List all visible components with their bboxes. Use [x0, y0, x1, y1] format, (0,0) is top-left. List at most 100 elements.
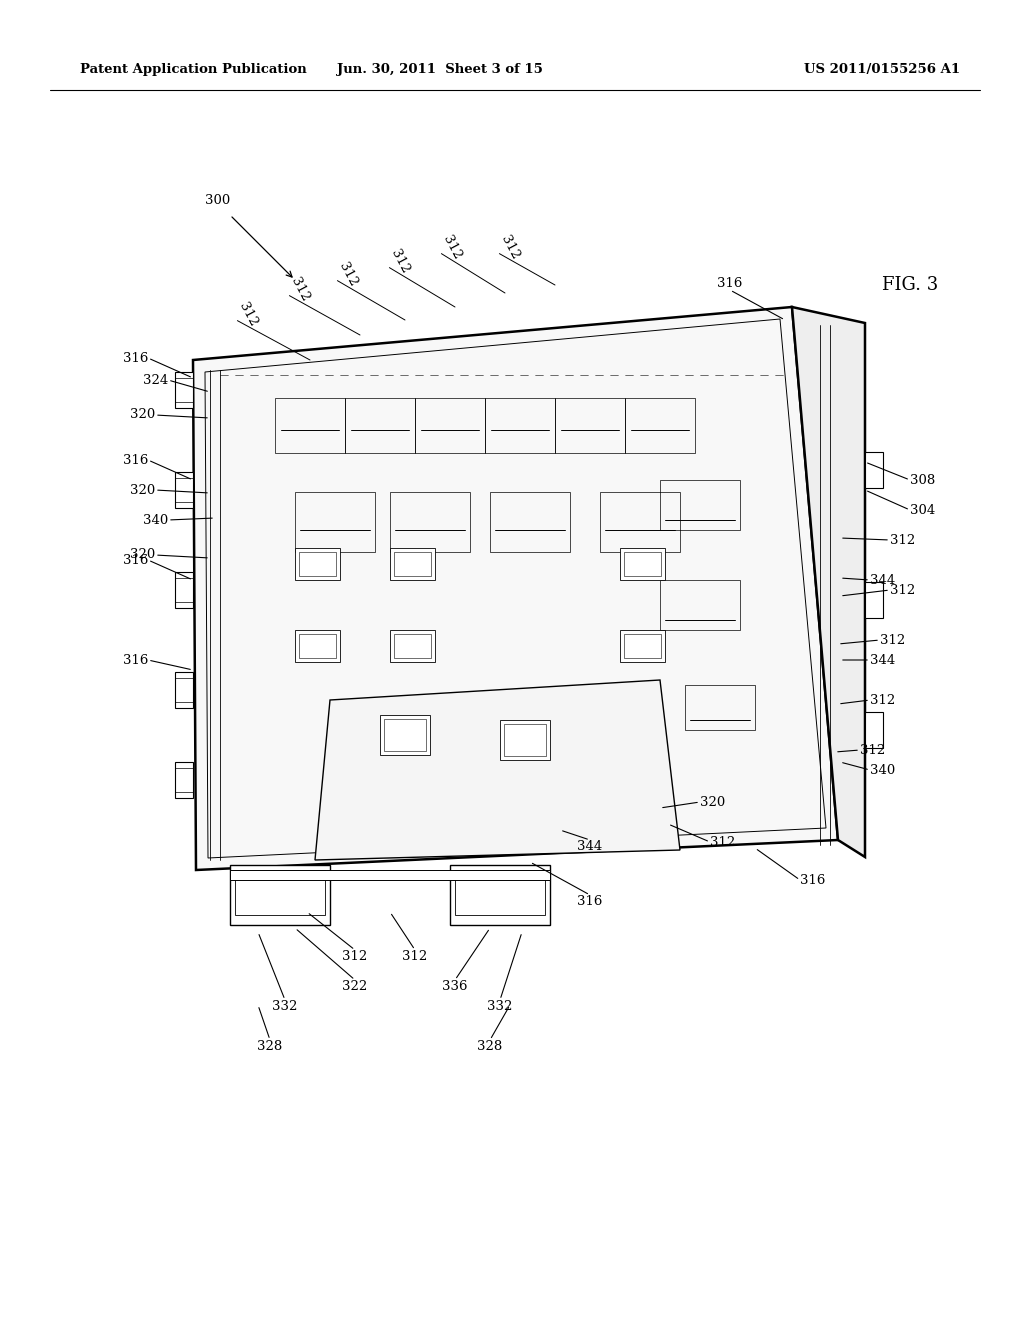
- Text: 320: 320: [130, 483, 155, 496]
- Text: 324: 324: [142, 374, 168, 387]
- Polygon shape: [175, 672, 193, 708]
- Polygon shape: [865, 711, 883, 748]
- Circle shape: [243, 558, 287, 602]
- Text: 344: 344: [578, 840, 603, 853]
- Text: 316: 316: [123, 351, 148, 364]
- Text: Jun. 30, 2011  Sheet 3 of 15: Jun. 30, 2011 Sheet 3 of 15: [337, 63, 543, 77]
- Text: 312: 312: [880, 634, 905, 647]
- Circle shape: [243, 469, 287, 512]
- Circle shape: [426, 477, 454, 504]
- Text: 312: 312: [237, 301, 260, 329]
- Bar: [390, 548, 435, 579]
- Bar: [295, 548, 340, 579]
- Bar: [380, 715, 430, 755]
- Text: 344: 344: [870, 653, 895, 667]
- Text: 312: 312: [890, 583, 915, 597]
- Text: 312: 312: [440, 234, 464, 263]
- Bar: [620, 630, 665, 663]
- Bar: [625, 399, 695, 453]
- Polygon shape: [175, 572, 193, 609]
- Bar: [490, 492, 570, 552]
- Circle shape: [240, 640, 290, 690]
- Circle shape: [564, 583, 596, 616]
- Text: 340: 340: [870, 763, 895, 776]
- Bar: [685, 685, 755, 730]
- Text: 300: 300: [206, 194, 230, 206]
- Bar: [345, 399, 415, 453]
- Polygon shape: [230, 865, 330, 925]
- Bar: [394, 634, 431, 657]
- Ellipse shape: [400, 525, 580, 725]
- Polygon shape: [315, 680, 680, 861]
- Circle shape: [260, 715, 319, 775]
- Bar: [415, 399, 485, 453]
- Text: 320: 320: [130, 549, 155, 561]
- Bar: [504, 723, 546, 756]
- Text: 308: 308: [910, 474, 935, 487]
- Text: 332: 332: [272, 1001, 298, 1012]
- Polygon shape: [175, 372, 193, 408]
- Bar: [295, 492, 375, 552]
- Text: 316: 316: [578, 895, 603, 908]
- Text: US 2011/0155256 A1: US 2011/0155256 A1: [804, 63, 961, 77]
- Text: 316: 316: [123, 653, 148, 667]
- Text: FIG. 3: FIG. 3: [882, 276, 938, 294]
- Text: 304: 304: [910, 503, 935, 516]
- Text: 312: 312: [870, 693, 895, 706]
- Bar: [299, 634, 336, 657]
- Text: Patent Application Publication: Patent Application Publication: [80, 63, 307, 77]
- Text: 312: 312: [499, 234, 521, 263]
- Text: 332: 332: [487, 1001, 513, 1012]
- Bar: [555, 399, 625, 453]
- Circle shape: [564, 664, 596, 696]
- Bar: [234, 870, 325, 915]
- Bar: [455, 870, 545, 915]
- Bar: [384, 719, 426, 751]
- Bar: [275, 399, 345, 453]
- Bar: [390, 492, 470, 552]
- Text: 312: 312: [860, 743, 886, 756]
- Text: 336: 336: [442, 979, 468, 993]
- Polygon shape: [792, 308, 865, 857]
- Circle shape: [246, 645, 284, 684]
- Polygon shape: [175, 762, 193, 799]
- Text: 316: 316: [718, 277, 742, 290]
- Polygon shape: [450, 865, 550, 925]
- Text: 320: 320: [130, 408, 155, 421]
- Text: 316: 316: [123, 553, 148, 566]
- Text: 316: 316: [123, 454, 148, 466]
- Bar: [500, 719, 550, 760]
- Text: 312: 312: [402, 950, 428, 964]
- Text: 322: 322: [342, 979, 368, 993]
- Text: 328: 328: [257, 1040, 283, 1053]
- Bar: [385, 741, 477, 805]
- Text: 320: 320: [700, 796, 725, 808]
- Polygon shape: [865, 451, 883, 488]
- Text: 340: 340: [142, 513, 168, 527]
- Bar: [394, 552, 431, 576]
- Bar: [485, 399, 555, 453]
- Polygon shape: [230, 870, 550, 880]
- Circle shape: [526, 477, 554, 504]
- Bar: [299, 552, 336, 576]
- Text: 312: 312: [388, 248, 412, 276]
- Circle shape: [237, 552, 293, 609]
- Text: 312: 312: [710, 836, 735, 849]
- Text: 316: 316: [800, 874, 825, 887]
- Bar: [624, 634, 662, 657]
- Text: 312: 312: [289, 276, 311, 304]
- Text: 312: 312: [336, 261, 359, 289]
- Circle shape: [266, 721, 314, 770]
- Text: 312: 312: [890, 533, 915, 546]
- Bar: [620, 548, 665, 579]
- Polygon shape: [865, 582, 883, 618]
- Ellipse shape: [413, 539, 567, 711]
- Text: 312: 312: [342, 950, 368, 964]
- Polygon shape: [175, 473, 193, 508]
- Polygon shape: [193, 308, 838, 870]
- Bar: [295, 630, 340, 663]
- Bar: [660, 480, 740, 531]
- Bar: [390, 630, 435, 663]
- Circle shape: [237, 462, 293, 517]
- Text: 344: 344: [870, 573, 895, 586]
